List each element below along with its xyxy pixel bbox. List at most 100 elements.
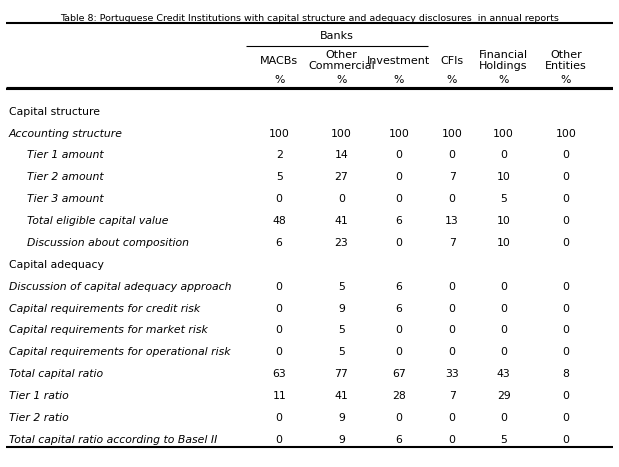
- Text: 6: 6: [396, 216, 402, 226]
- Text: Table 8: Portuguese Credit Institutions with capital structure and adequacy disc: Table 8: Portuguese Credit Institutions …: [60, 14, 559, 23]
- Text: Financial
Holdings: Financial Holdings: [479, 50, 528, 71]
- Text: 48: 48: [272, 216, 286, 226]
- Text: 0: 0: [275, 347, 283, 357]
- Text: 0: 0: [396, 347, 402, 357]
- Text: 0: 0: [338, 194, 345, 204]
- Text: Other
Entities: Other Entities: [545, 50, 587, 71]
- Text: 100: 100: [493, 128, 514, 139]
- Text: 0: 0: [562, 325, 569, 335]
- Text: 0: 0: [500, 325, 507, 335]
- Text: 29: 29: [496, 391, 511, 401]
- Text: Tier 2 ratio: Tier 2 ratio: [9, 413, 68, 423]
- Text: 5: 5: [338, 347, 345, 357]
- Text: Capital adequacy: Capital adequacy: [9, 260, 103, 270]
- Text: 0: 0: [562, 435, 569, 445]
- Text: 0: 0: [275, 304, 283, 314]
- Text: Total eligible capital value: Total eligible capital value: [27, 216, 168, 226]
- Text: 0: 0: [275, 282, 283, 292]
- Text: 41: 41: [334, 216, 348, 226]
- Text: 7: 7: [449, 172, 456, 182]
- Text: Accounting structure: Accounting structure: [9, 128, 123, 139]
- Text: 0: 0: [449, 150, 456, 161]
- Text: 0: 0: [562, 282, 569, 292]
- Text: 0: 0: [500, 347, 507, 357]
- Text: 43: 43: [496, 369, 511, 379]
- Text: 100: 100: [389, 128, 409, 139]
- Text: 0: 0: [275, 413, 283, 423]
- Text: 0: 0: [562, 216, 569, 226]
- Text: 0: 0: [396, 325, 402, 335]
- Text: 10: 10: [496, 172, 511, 182]
- Text: 5: 5: [500, 194, 507, 204]
- Text: 0: 0: [449, 282, 456, 292]
- Text: Capital structure: Capital structure: [9, 107, 100, 117]
- Text: %: %: [561, 75, 571, 85]
- Text: Total capital ratio: Total capital ratio: [9, 369, 103, 379]
- Text: 27: 27: [334, 172, 348, 182]
- Text: MACBs: MACBs: [260, 56, 298, 65]
- Text: 0: 0: [396, 413, 402, 423]
- Text: 0: 0: [275, 194, 283, 204]
- Text: 0: 0: [449, 194, 456, 204]
- Text: 6: 6: [396, 304, 402, 314]
- Text: %: %: [447, 75, 457, 85]
- Text: 0: 0: [449, 347, 456, 357]
- Text: 0: 0: [500, 282, 507, 292]
- Text: Tier 2 amount: Tier 2 amount: [27, 172, 103, 182]
- Text: 100: 100: [441, 128, 462, 139]
- Text: 0: 0: [449, 325, 456, 335]
- Text: 0: 0: [396, 194, 402, 204]
- Text: Capital requirements for market risk: Capital requirements for market risk: [9, 325, 207, 335]
- Text: 0: 0: [275, 325, 283, 335]
- Text: 5: 5: [275, 172, 283, 182]
- Text: 0: 0: [500, 150, 507, 161]
- Text: 5: 5: [338, 325, 345, 335]
- Text: 2: 2: [275, 150, 283, 161]
- Text: 67: 67: [392, 369, 406, 379]
- Text: CFIs: CFIs: [441, 56, 464, 65]
- Text: 0: 0: [396, 150, 402, 161]
- Text: 0: 0: [275, 435, 283, 445]
- Text: 0: 0: [500, 304, 507, 314]
- Text: 100: 100: [331, 128, 352, 139]
- Text: 28: 28: [392, 391, 406, 401]
- Text: 5: 5: [338, 282, 345, 292]
- Text: 0: 0: [449, 304, 456, 314]
- Text: 0: 0: [562, 304, 569, 314]
- Text: 0: 0: [562, 150, 569, 161]
- Text: %: %: [498, 75, 509, 85]
- Text: 5: 5: [500, 435, 507, 445]
- Text: 0: 0: [449, 435, 456, 445]
- Text: Capital requirements for credit risk: Capital requirements for credit risk: [9, 304, 200, 314]
- Text: 0: 0: [449, 413, 456, 423]
- Text: 0: 0: [562, 238, 569, 248]
- Text: 100: 100: [269, 128, 290, 139]
- Text: Total capital ratio according to Basel II: Total capital ratio according to Basel I…: [9, 435, 217, 445]
- Text: 6: 6: [275, 238, 283, 248]
- Text: Tier 3 amount: Tier 3 amount: [27, 194, 103, 204]
- Text: Capital requirements for operational risk: Capital requirements for operational ris…: [9, 347, 230, 357]
- Text: 14: 14: [334, 150, 348, 161]
- Text: 0: 0: [500, 413, 507, 423]
- Text: Investment: Investment: [367, 56, 431, 65]
- Text: 11: 11: [272, 391, 286, 401]
- Text: 7: 7: [449, 238, 456, 248]
- Text: 0: 0: [396, 238, 402, 248]
- Text: 23: 23: [334, 238, 348, 248]
- Text: 9: 9: [338, 435, 345, 445]
- Text: 0: 0: [562, 391, 569, 401]
- Text: 0: 0: [562, 347, 569, 357]
- Text: Other
Commercial: Other Commercial: [308, 50, 374, 71]
- Text: 0: 0: [396, 172, 402, 182]
- Text: 77: 77: [334, 369, 348, 379]
- Text: 9: 9: [338, 413, 345, 423]
- Text: 33: 33: [445, 369, 459, 379]
- Text: 9: 9: [338, 304, 345, 314]
- Text: Banks: Banks: [320, 31, 353, 41]
- Text: Discussion of capital adequacy approach: Discussion of capital adequacy approach: [9, 282, 231, 292]
- Text: 100: 100: [555, 128, 576, 139]
- Text: %: %: [274, 75, 284, 85]
- Text: Discussion about composition: Discussion about composition: [27, 238, 189, 248]
- Text: 0: 0: [562, 172, 569, 182]
- Text: 7: 7: [449, 391, 456, 401]
